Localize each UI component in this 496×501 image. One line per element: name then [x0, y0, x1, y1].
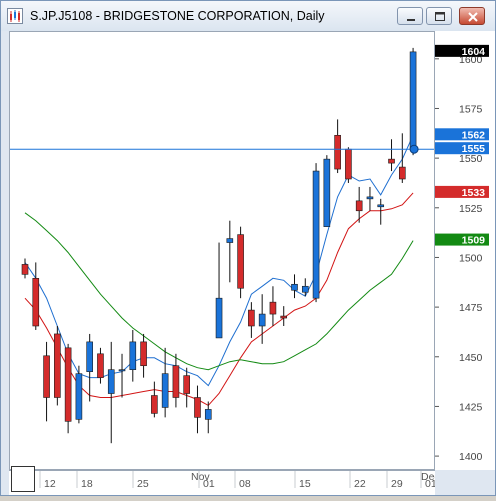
maximize-button[interactable]: [426, 7, 452, 25]
price-tag-label-3: 1533: [462, 187, 486, 199]
price-axis[interactable]: 1400 1425 1450 1475 1500 1525 1550 1575 1600 1604…: [435, 31, 495, 470]
candle-body-22: [258, 313, 266, 327]
candle-body-11: [140, 341, 147, 367]
price-axis-labels: 1400 1425 1450 1475 1500 1525 1550 1575 16001604…: [435, 44, 489, 463]
candle-body-16: [194, 397, 201, 418]
price-tick-label-2: 1450: [459, 352, 483, 364]
price-tag-label-0: 1604: [462, 46, 486, 58]
time-label-8: 29: [391, 478, 403, 490]
time-label-7: 22: [354, 478, 366, 490]
candle-body-6: [86, 341, 93, 372]
time-axis-labels: 121825Nov0108152229Dec01: [39, 471, 440, 490]
price-tick-label-7: 1575: [459, 103, 483, 115]
maximize-icon: [435, 12, 445, 21]
candle-body-28: [323, 158, 331, 227]
price-tag-label-4: 1509: [462, 235, 486, 247]
price-tag-label-2: 1555: [462, 143, 486, 155]
close-button[interactable]: [459, 7, 485, 25]
candle-body-29: [334, 134, 341, 170]
candle-body-14: [172, 365, 180, 398]
candle-body-21: [248, 309, 255, 327]
minimize-icon: [407, 19, 415, 21]
close-icon: [468, 12, 478, 22]
minimize-button[interactable]: [397, 7, 423, 25]
candle-body-30: [345, 148, 352, 180]
ma-line-2: [24, 212, 414, 371]
price-tick-label-0: 1400: [459, 451, 483, 463]
candle-body-10: [129, 341, 137, 370]
candle-body-31: [355, 200, 363, 212]
price-tick-label-6: 1550: [459, 153, 483, 165]
candle-body-20: [237, 234, 244, 289]
price-tick-label-4: 1500: [459, 252, 483, 264]
time-axis[interactable]: 121825Nov0108152229Dec01: [9, 470, 440, 495]
price-tag-0: [435, 44, 489, 57]
price-tag-3: [435, 185, 489, 198]
candle-body-35: [398, 166, 406, 180]
candle-body-19: [226, 238, 234, 243]
candle-body-24: [280, 315, 288, 319]
chart-app-icon: [7, 8, 23, 24]
candle-body-36: [409, 51, 417, 150]
time-label-1: 18: [81, 478, 93, 490]
candle-body-25: [291, 283, 298, 291]
candle-body-32: [366, 196, 374, 200]
candle-body-7: [97, 353, 104, 378]
candlestick-chart: [10, 47, 434, 444]
candle-body-33: [377, 204, 385, 208]
price-tag-1: [435, 128, 489, 141]
price-tick-label-1: 1425: [459, 401, 483, 413]
price-tick-label-5: 1525: [459, 203, 483, 215]
panel-corner-box: [11, 466, 35, 492]
title-bar[interactable]: S.JP.J5108 - BRIDGESTONE CORPORATION, Da…: [1, 1, 495, 31]
candle-body-1: [32, 278, 40, 327]
time-label-2: 25: [137, 478, 149, 490]
time-label-3: Nov: [191, 471, 210, 483]
time-label-0: 12: [44, 478, 56, 490]
crosshair-marker: [409, 144, 419, 154]
candle-body-15: [183, 375, 190, 394]
price-tick-label-8: 1600: [459, 54, 483, 66]
candle-body-18: [215, 297, 223, 339]
candle-body-12: [151, 395, 158, 414]
window-title: S.JP.J5108 - BRIDGESTONE CORPORATION, Da…: [30, 9, 325, 23]
candle-body-2: [43, 355, 50, 398]
candle-body-3: [54, 333, 61, 398]
price-tag-label-1: 1562: [462, 129, 486, 141]
time-label-5: 08: [239, 478, 251, 490]
candle-body-26: [301, 285, 309, 293]
time-label-4: 01: [203, 478, 215, 490]
candle-body-27: [312, 170, 320, 299]
candle-body-13: [161, 373, 169, 408]
candle-body-9: [118, 369, 126, 372]
candle-body-8: [107, 369, 115, 394]
time-label-10: 01: [425, 478, 435, 490]
time-label-6: 15: [299, 478, 311, 490]
price-tag-4: [435, 233, 489, 246]
candle-body-0: [21, 264, 29, 275]
candle-body-23: [269, 301, 277, 315]
candle-body-34: [388, 158, 395, 164]
candle-body-4: [64, 347, 72, 422]
candle-body-17: [204, 409, 212, 420]
price-tag-2: [435, 142, 489, 155]
chart-plot-area[interactable]: [9, 31, 435, 470]
price-tick-label-3: 1475: [459, 302, 483, 314]
candle-body-5: [75, 373, 83, 420]
